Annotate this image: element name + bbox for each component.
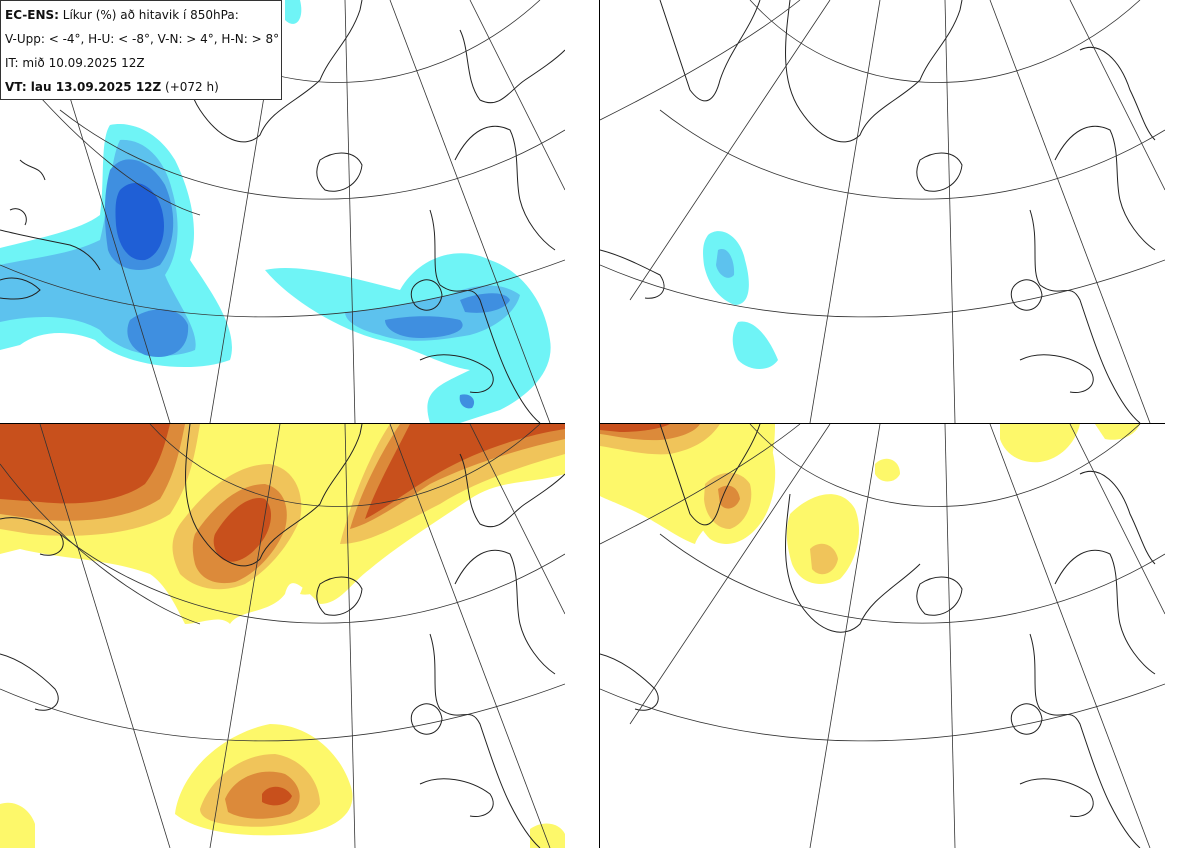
probability-field-warm xyxy=(0,424,565,848)
graticule xyxy=(0,0,565,423)
map-panel-bottom-right: 1009565355 xyxy=(600,424,1165,848)
threshold-definitions: V-Upp: < -4°, H-U: < -8°, V-N: > 4°, H-N… xyxy=(5,32,280,46)
product-description: Líkur (%) að hitavik í 850hPa: xyxy=(58,8,239,22)
panel-divider-vertical xyxy=(599,0,600,848)
probability-map xyxy=(600,0,1165,423)
probability-map xyxy=(600,424,1165,848)
lead-time: (+072 h) xyxy=(161,80,219,94)
info-initial-time-line: IT: mið 10.09.2025 12Z xyxy=(5,52,281,76)
graticule xyxy=(600,424,1165,848)
map-panel-bottom-left: 1009565355 xyxy=(0,424,565,848)
map-panel-top-left: 1009565355 xyxy=(0,0,565,423)
info-title-line: EC-ENS: Líkur (%) að hitavik í 850hPa: xyxy=(5,4,281,28)
coastlines xyxy=(600,424,1156,848)
forecast-info-box: EC-ENS: Líkur (%) að hitavik í 850hPa: V… xyxy=(0,0,282,100)
probability-field-warm xyxy=(600,424,1140,584)
coastlines xyxy=(0,424,565,848)
probability-field-cold xyxy=(0,0,551,423)
graticule xyxy=(0,424,565,848)
coastlines xyxy=(600,0,1156,423)
panel-divider-horizontal-left xyxy=(0,423,565,424)
graticule xyxy=(600,0,1165,423)
panel-divider-horizontal-right xyxy=(600,423,1165,424)
model-name: EC-ENS: xyxy=(5,8,59,22)
initial-time: IT: mið 10.09.2025 12Z xyxy=(5,56,145,70)
probability-map xyxy=(0,0,565,423)
info-threshold-line: V-Upp: < -4°, H-U: < -8°, V-N: > 4°, H-N… xyxy=(5,28,281,52)
valid-time: VT: lau 13.09.2025 12Z xyxy=(5,80,162,94)
probability-field-cold xyxy=(703,231,778,369)
probability-map xyxy=(0,424,565,848)
map-panel-top-right: 1009565355 xyxy=(600,0,1165,423)
info-valid-time-line: VT: lau 13.09.2025 12Z (+072 h) xyxy=(5,76,281,100)
